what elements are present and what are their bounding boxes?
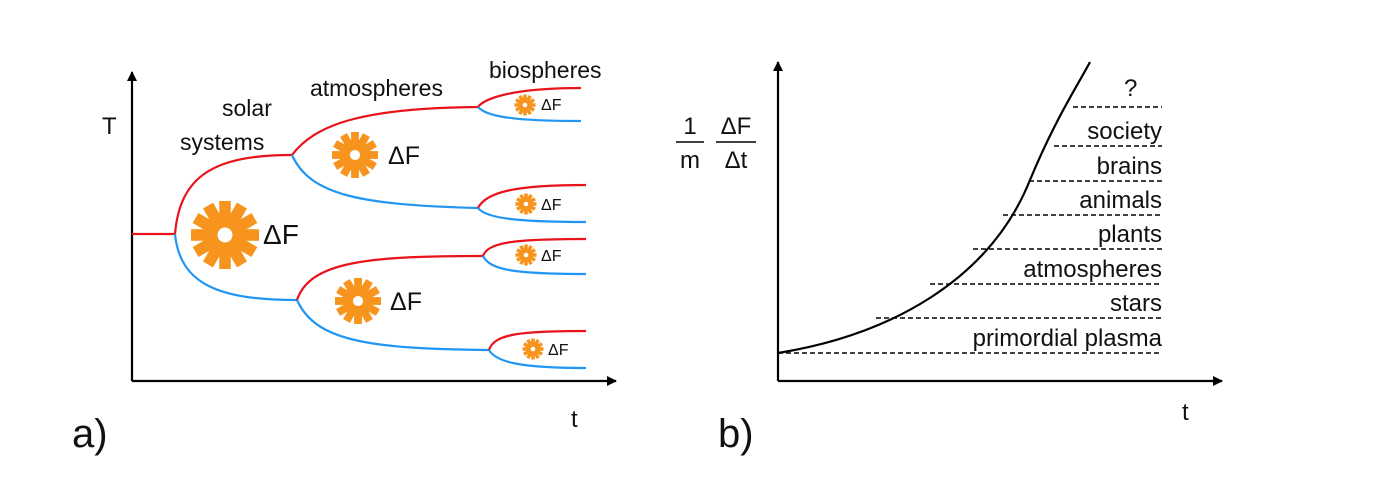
question-mark: ? bbox=[1124, 75, 1137, 102]
gear-label-big: ΔF bbox=[263, 219, 299, 250]
growth-curve bbox=[777, 61, 1091, 355]
frac-right-numerator: ΔF bbox=[721, 113, 752, 140]
branch-blue-atmo-bottom bbox=[295, 299, 490, 352]
bio-blue-4 bbox=[488, 349, 587, 370]
branch-red-atmo-top bbox=[291, 86, 582, 156]
gear-icon-small-1 bbox=[514, 94, 536, 116]
level-label: primordial plasma bbox=[973, 325, 1163, 352]
level-label: plants bbox=[1098, 221, 1162, 248]
stage-label-systems: systems bbox=[180, 129, 264, 155]
panel-a-x-axis-label: t bbox=[571, 406, 578, 433]
bio-blue-3 bbox=[482, 255, 587, 276]
frac-left-denominator: m bbox=[680, 147, 700, 174]
panel-a-y-axis-label: T bbox=[102, 113, 117, 140]
stage-label-biospheres: biospheres bbox=[489, 57, 602, 83]
bio-red-3 bbox=[481, 237, 587, 257]
panel-b-label: b) bbox=[718, 412, 754, 456]
panel-a: T t a) solar systems atmospheres biosphe… bbox=[72, 57, 617, 456]
frac-left-numerator: 1 bbox=[683, 113, 696, 140]
gear-label-small-3: ΔF bbox=[541, 248, 562, 265]
level-label: atmospheres bbox=[1023, 256, 1162, 283]
panel-a-label: a) bbox=[72, 412, 108, 456]
level-label: animals bbox=[1079, 187, 1162, 214]
gear-icon-mid-bottom bbox=[335, 278, 381, 324]
gear-icon-big bbox=[191, 201, 259, 269]
level-label: society bbox=[1087, 118, 1162, 145]
bio-blue-2 bbox=[477, 207, 587, 224]
gear-label-small-2: ΔF bbox=[541, 197, 562, 214]
stage-label-atmospheres: atmospheres bbox=[310, 75, 443, 101]
bio-red-2 bbox=[477, 183, 587, 209]
bio-red-4 bbox=[487, 329, 587, 351]
gear-icon-small-3 bbox=[515, 244, 537, 266]
gear-label-mid-top: ΔF bbox=[388, 142, 420, 170]
gear-icon-mid-top bbox=[332, 132, 378, 178]
branch-blue-atmo-top bbox=[290, 154, 479, 210]
level-label: brains bbox=[1097, 153, 1162, 180]
panel-b-x-axis-label: t bbox=[1182, 399, 1189, 426]
panel-b: t b) 1 m ΔF Δt ? society brains animals pla… bbox=[676, 61, 1223, 456]
gear-label-small-4: ΔF bbox=[548, 342, 569, 359]
gear-icon-small-2 bbox=[515, 193, 537, 215]
bio-blue-1 bbox=[477, 106, 582, 123]
frac-right-denominator: Δt bbox=[725, 147, 748, 174]
branch-blue-solar bbox=[173, 233, 298, 302]
gear-icon-small-4 bbox=[522, 338, 544, 360]
stage-label-solar: solar bbox=[222, 95, 272, 121]
panel-b-y-axis-label: 1 m ΔF Δt bbox=[676, 113, 756, 174]
gear-label-mid-bottom: ΔF bbox=[390, 288, 422, 316]
branch-red-solar bbox=[173, 153, 293, 235]
gear-label-small-1: ΔF bbox=[541, 97, 562, 114]
levels-group: society brains animals plants atmospheres sta… bbox=[778, 106, 1163, 354]
branch-red-atmo-bottom bbox=[295, 254, 484, 301]
level-label: stars bbox=[1110, 290, 1162, 317]
